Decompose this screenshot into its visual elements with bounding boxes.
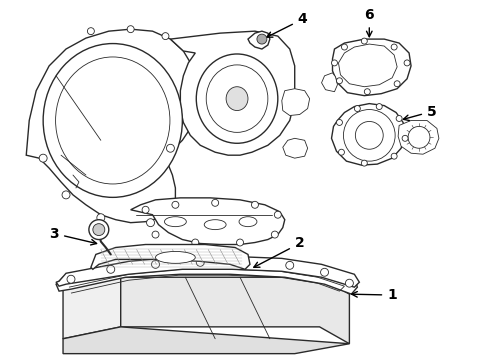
Circle shape	[391, 153, 397, 159]
Circle shape	[241, 258, 249, 266]
Circle shape	[361, 38, 368, 44]
Text: 4: 4	[267, 12, 307, 37]
Circle shape	[196, 258, 204, 266]
Polygon shape	[321, 73, 338, 92]
Circle shape	[89, 220, 109, 239]
Circle shape	[332, 60, 338, 66]
Polygon shape	[333, 39, 411, 96]
Circle shape	[396, 116, 402, 121]
Polygon shape	[248, 31, 270, 49]
Circle shape	[87, 28, 95, 35]
Circle shape	[39, 154, 47, 162]
Ellipse shape	[165, 217, 186, 227]
Circle shape	[151, 260, 159, 268]
Polygon shape	[121, 277, 349, 344]
Polygon shape	[26, 29, 198, 223]
Circle shape	[286, 261, 294, 269]
Circle shape	[274, 211, 281, 218]
Circle shape	[345, 279, 353, 287]
Circle shape	[365, 89, 370, 95]
Ellipse shape	[43, 44, 182, 197]
Polygon shape	[282, 89, 310, 116]
Circle shape	[62, 191, 70, 199]
Circle shape	[93, 224, 105, 235]
Circle shape	[172, 201, 179, 208]
Circle shape	[142, 206, 149, 213]
Ellipse shape	[155, 251, 196, 264]
Text: 2: 2	[254, 237, 304, 267]
Polygon shape	[398, 121, 439, 154]
Circle shape	[97, 214, 105, 222]
Circle shape	[339, 149, 344, 155]
Circle shape	[361, 160, 368, 166]
Circle shape	[394, 81, 400, 87]
Circle shape	[212, 199, 219, 206]
Circle shape	[320, 268, 328, 276]
Circle shape	[152, 231, 159, 238]
Ellipse shape	[204, 220, 226, 230]
Polygon shape	[56, 256, 359, 287]
Text: 3: 3	[49, 226, 97, 245]
Circle shape	[162, 33, 169, 40]
Circle shape	[337, 78, 343, 84]
Polygon shape	[63, 327, 349, 354]
Circle shape	[107, 265, 115, 273]
Ellipse shape	[226, 87, 248, 111]
Polygon shape	[283, 138, 308, 158]
Ellipse shape	[355, 121, 383, 149]
Text: 5: 5	[403, 104, 437, 121]
Circle shape	[251, 201, 258, 208]
Circle shape	[404, 60, 410, 66]
Circle shape	[167, 144, 174, 152]
Polygon shape	[91, 244, 250, 269]
Polygon shape	[171, 31, 294, 155]
Polygon shape	[332, 104, 405, 165]
Text: 6: 6	[365, 8, 374, 37]
Polygon shape	[131, 198, 285, 244]
Circle shape	[127, 26, 134, 33]
Circle shape	[337, 120, 343, 125]
Ellipse shape	[239, 217, 257, 227]
Circle shape	[391, 44, 397, 50]
Circle shape	[257, 34, 267, 44]
Text: 1: 1	[352, 288, 397, 302]
Circle shape	[147, 219, 154, 227]
Ellipse shape	[196, 54, 278, 143]
Circle shape	[271, 231, 278, 238]
Circle shape	[402, 135, 408, 141]
Circle shape	[376, 104, 382, 109]
Circle shape	[67, 275, 75, 283]
Circle shape	[192, 239, 199, 246]
Polygon shape	[63, 277, 121, 339]
Ellipse shape	[408, 126, 430, 148]
Polygon shape	[56, 260, 357, 294]
Circle shape	[354, 105, 360, 112]
Ellipse shape	[343, 109, 395, 161]
Circle shape	[237, 239, 244, 246]
Circle shape	[342, 44, 347, 50]
